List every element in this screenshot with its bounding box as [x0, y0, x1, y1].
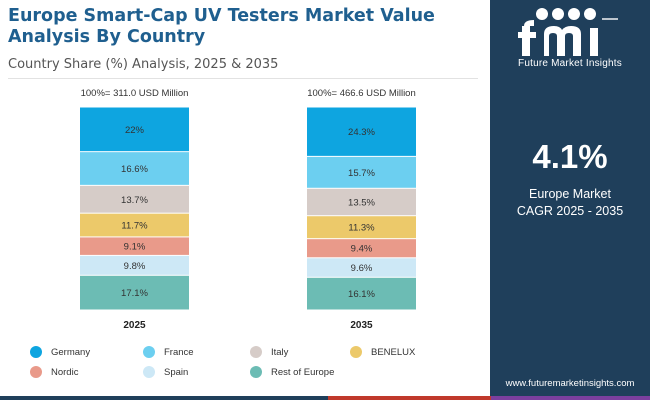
x-tick-label: 2025: [123, 320, 146, 331]
bar-segment: [80, 185, 189, 213]
legend-item: Spain: [143, 366, 188, 378]
legend-item: Germany: [30, 346, 90, 358]
legend-swatch: [30, 346, 42, 358]
legend-label: Germany: [51, 346, 91, 358]
data-label: 15.7%: [348, 168, 375, 179]
legend-swatch: [350, 346, 362, 358]
bar-segment: [80, 255, 189, 275]
bottom-bar-segment: [328, 396, 491, 400]
legend-label: Nordic: [51, 366, 79, 378]
bar-segment: [307, 156, 416, 188]
legend-item: BENELUX: [350, 346, 415, 358]
data-label: 9.1%: [124, 242, 146, 253]
chart-subtitle: Country Share (%) Analysis, 2025 & 2035: [8, 57, 279, 72]
data-label: 9.4%: [351, 244, 373, 255]
data-label: 13.7%: [121, 195, 148, 206]
cagr-label-period: CAGR 2025 - 2035: [516, 204, 624, 218]
bar-segment: [80, 237, 189, 255]
fmi-logo: [518, 8, 618, 56]
bar-segment: [80, 275, 189, 310]
data-label: 17.1%: [121, 288, 148, 299]
title-divider: [8, 78, 478, 79]
legend-swatch: [30, 366, 42, 378]
legend-swatch: [250, 366, 262, 378]
bar-segment: [307, 277, 416, 310]
legend-label: BENELUX: [371, 346, 416, 358]
legend-swatch: [143, 366, 155, 378]
data-label: 11.3%: [348, 223, 375, 234]
bar-segment: [307, 258, 416, 277]
legend-item: Rest of Europe: [250, 366, 334, 378]
bottom-accent-bar: [0, 396, 650, 400]
bar-total-label: 100%= 311.0 USD Million: [81, 88, 189, 99]
stacked-bar-chart: 100%= 311.0 USD Million 22% 16.6% 13.7% 11.7…: [80, 88, 416, 331]
cagr-label-region: Europe Market: [529, 187, 611, 201]
legend-swatch: [143, 346, 155, 358]
data-label: 9.8%: [124, 261, 146, 272]
cagr-label: Europe Market CAGR 2025 - 2035: [490, 186, 650, 220]
data-label: 9.6%: [351, 263, 373, 274]
legend-item: France: [143, 346, 194, 358]
legend-item: Nordic: [30, 366, 78, 378]
website-link[interactable]: www.futuremarketinsights.com: [505, 378, 635, 389]
data-label: 16.1%: [348, 289, 375, 300]
legend-label: Spain: [164, 366, 189, 378]
data-label: 22%: [125, 125, 145, 136]
bar-segment: [307, 107, 416, 156]
bottom-bar-segment: [490, 396, 650, 400]
data-label: 16.6%: [121, 164, 148, 175]
data-label: 24.3%: [348, 127, 375, 138]
legend-label: Italy: [271, 346, 289, 358]
chart-legend: Germany France Italy BENELUX Nordic Spain Rest…: [30, 346, 470, 388]
chart-title: Europe Smart-Cap UV Testers Market Value…: [8, 6, 435, 47]
cagr-value: 4.1%: [532, 138, 608, 175]
data-label: 13.5%: [348, 197, 375, 208]
legend-swatch: [250, 346, 262, 358]
bar-segment: [80, 107, 189, 152]
side-panel: Future Market Insights 4.1% Europe Marke…: [490, 0, 650, 400]
brand-name: Future Market Insights: [518, 58, 622, 69]
data-label: 11.7%: [121, 221, 148, 232]
legend-label: Rest of Europe: [271, 366, 335, 378]
x-tick-label: 2035: [350, 320, 373, 331]
legend-label: France: [164, 346, 194, 358]
bottom-bar-segment: [0, 396, 329, 400]
bar-segment: [307, 239, 416, 258]
bar-segment: [80, 213, 189, 237]
bar-segment: [307, 216, 416, 239]
bar-segment: [307, 188, 416, 216]
bar-segment: [80, 152, 189, 185]
legend-item: Italy: [250, 346, 288, 358]
bar-total-label: 100%= 466.6 USD Million: [307, 88, 416, 99]
